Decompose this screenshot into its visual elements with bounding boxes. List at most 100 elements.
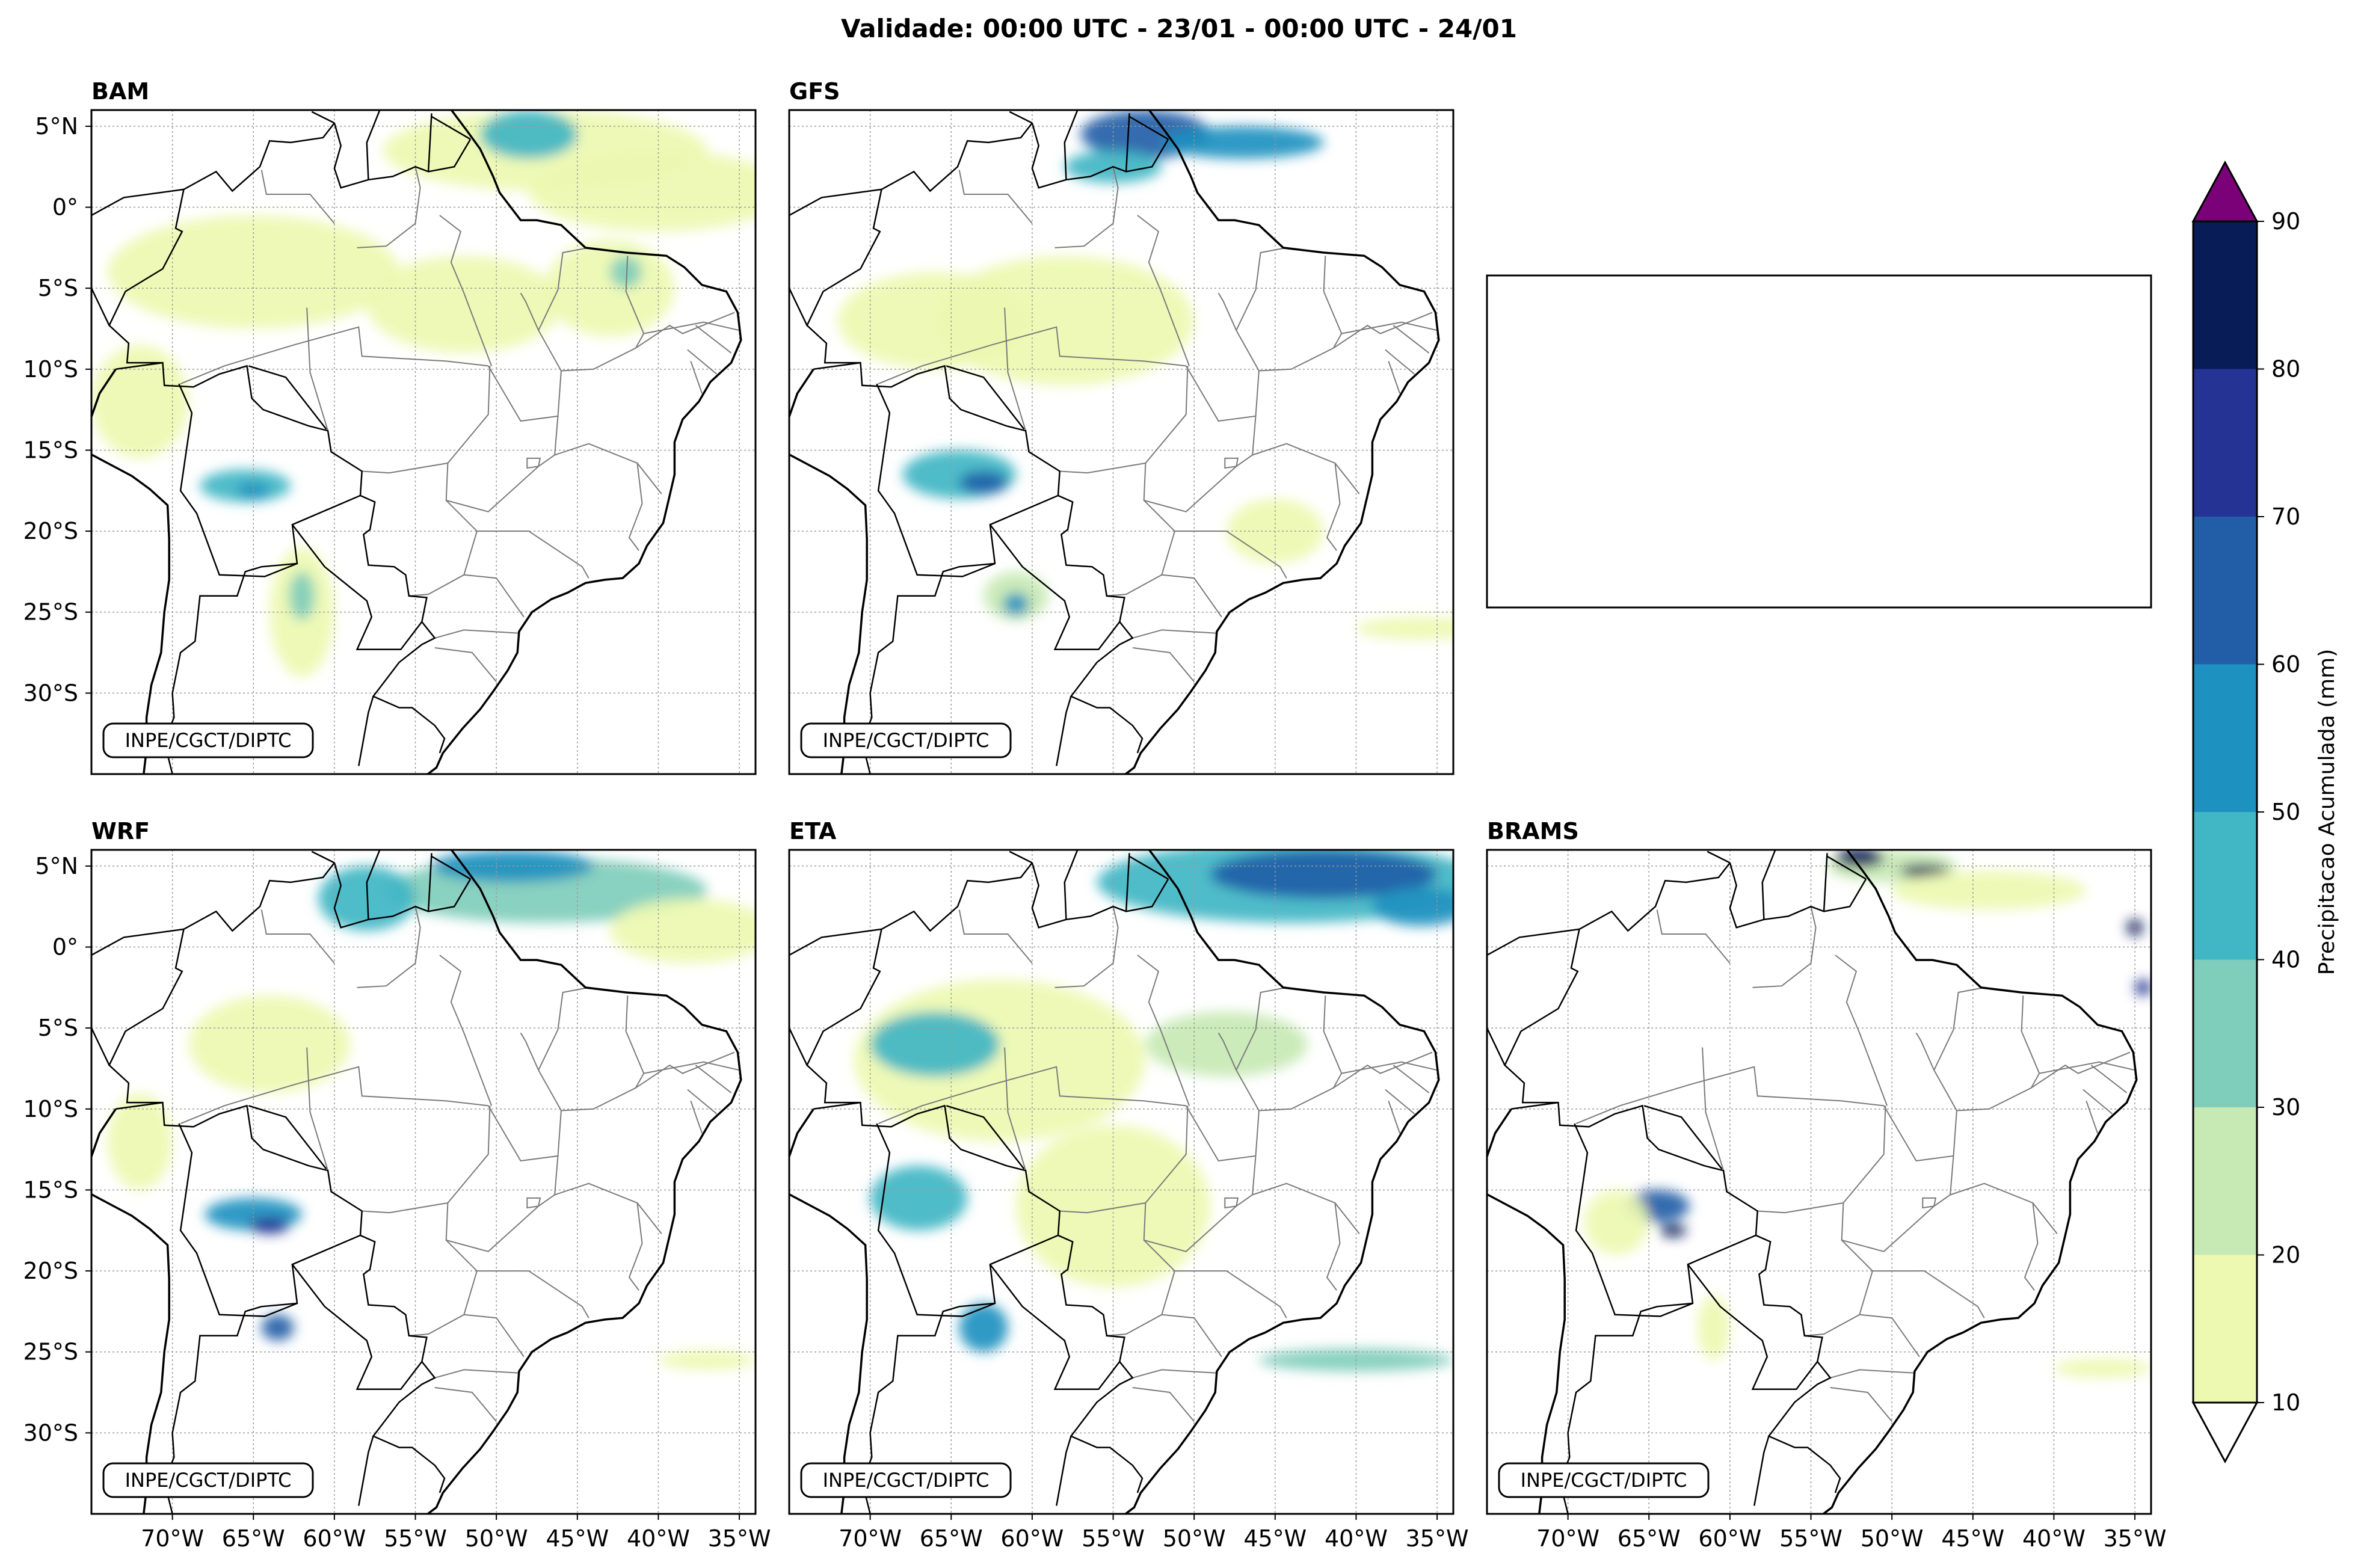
colorbar-tick-label: 50 <box>2271 799 2300 825</box>
lat-tick-label: 10°S <box>23 356 78 383</box>
state-border <box>1388 1101 1401 1134</box>
state-border <box>362 463 448 474</box>
credit-frame <box>800 1462 1012 1498</box>
credit-text: INPE/CGCT/DIPTC <box>823 729 990 752</box>
coastline <box>91 368 170 774</box>
colorbar-bin <box>2193 369 2257 517</box>
state-border <box>1224 457 1239 469</box>
country-border <box>1753 1436 1770 1506</box>
state-border <box>306 307 329 431</box>
colorbar-bin <box>2193 664 2257 812</box>
country-border <box>291 524 423 650</box>
colorbar: 10 20 30 40 50 60 70 80 90 Precipitacao Acumulada… <box>2191 160 2339 1464</box>
credit-box: INPE/CGCT/DIPTC <box>800 722 1012 758</box>
state-border <box>1059 1202 1146 1214</box>
map-area <box>91 110 756 774</box>
state-border <box>1054 166 1119 248</box>
country-border <box>989 1264 1121 1390</box>
lat-tick-label: 10°S <box>23 1096 78 1122</box>
country-border <box>1064 850 1079 920</box>
rain-field <box>854 850 1453 1372</box>
colorbar-tick-label: 90 <box>2271 208 2300 235</box>
state-border <box>958 170 1033 224</box>
lat-tick-label: 5°S <box>38 275 78 301</box>
state-border <box>1143 366 1257 512</box>
panel-brams: BRAMS INPE/CGCT/DIPTC 70°W 65°W 60°W 55°W 50°W… <box>1486 818 2167 1552</box>
country-border <box>1687 1264 1818 1390</box>
rain-cell <box>870 1012 1000 1077</box>
state-border <box>180 1066 488 1125</box>
lon-tick-label: 55°W <box>1779 1525 1842 1552</box>
country-border <box>1031 123 1169 189</box>
country-border <box>1823 853 1828 912</box>
lon-tick-label: 40°W <box>627 1525 690 1552</box>
colorbar-tick-label: 30 <box>2271 1094 2300 1121</box>
state-border <box>180 326 488 385</box>
rain-cell <box>1892 871 2087 910</box>
country-border <box>1056 1436 1072 1506</box>
map-frame <box>1486 849 2152 1515</box>
lat-tick-label: 5°S <box>38 1015 78 1041</box>
state-border <box>1174 530 1287 579</box>
rain-cell <box>261 1314 294 1341</box>
panel-title: BAM <box>91 78 149 105</box>
country-border <box>1511 1101 1559 1110</box>
colorbar-bin <box>2193 812 2257 960</box>
rain-cell <box>1003 592 1029 616</box>
country-border <box>813 1101 861 1110</box>
lon-tick-label: 35°W <box>708 1525 771 1552</box>
lon-tick-label: 65°W <box>1618 1525 1681 1552</box>
state-border <box>362 1202 448 1214</box>
lon-tick-label: 60°W <box>1698 1525 1761 1552</box>
country-border <box>1128 855 1169 880</box>
country-border <box>789 287 808 326</box>
credit-box: INPE/CGCT/DIPTC <box>1498 1462 1710 1498</box>
colorbar-bin <box>2193 959 2257 1107</box>
colorbar-bin <box>2193 1107 2257 1255</box>
state-border <box>1830 1369 1915 1379</box>
lon-tick-label: 60°W <box>303 1525 366 1552</box>
state-border <box>958 909 1033 964</box>
lon-tick-label: 60°W <box>1000 1525 1064 1552</box>
coastline <box>1124 110 1440 774</box>
lon-tick-label: 50°W <box>1163 1525 1226 1552</box>
rain-cell <box>609 898 756 964</box>
state-border <box>1252 1182 1360 1234</box>
state-border <box>1388 361 1401 394</box>
state-border <box>1224 1197 1239 1209</box>
credit-text: INPE/CGCT/DIPTC <box>125 729 292 752</box>
lat-tick-label: 0° <box>52 934 78 961</box>
lat-tick-label: 15°S <box>23 437 78 463</box>
credit-text: INPE/CGCT/DIPTC <box>125 1469 292 1492</box>
coastline <box>789 1108 868 1514</box>
country-border <box>333 862 472 929</box>
state-border <box>1757 1202 1844 1214</box>
country-border <box>431 115 471 140</box>
coastline <box>91 1108 170 1514</box>
colorbar-tick-label: 80 <box>2271 356 2300 383</box>
rain-cell <box>107 1092 173 1190</box>
credit-text: INPE/CGCT/DIPTC <box>1521 1469 1687 1492</box>
rain-cell <box>188 995 351 1093</box>
country-border <box>1125 853 1130 912</box>
state-border <box>357 166 421 248</box>
state-border <box>644 1061 740 1074</box>
state-border <box>2082 1089 2113 1115</box>
map-frame <box>788 849 1455 1515</box>
rain-cell <box>2054 1358 2151 1378</box>
rain-cell <box>1660 1224 1687 1237</box>
state-border <box>1162 1314 1222 1357</box>
lon-tick-label: 40°W <box>2022 1525 2086 1552</box>
country-border <box>311 111 335 124</box>
coastline <box>1487 1108 1566 1514</box>
credit-text: INPE/CGCT/DIPTC <box>823 1469 990 1492</box>
rain-cell <box>289 571 315 621</box>
lon-tick-label: 65°W <box>222 1525 285 1552</box>
rain-cell <box>480 110 577 159</box>
country-border <box>248 365 327 430</box>
panel-empty <box>1486 274 2152 609</box>
state-border <box>260 909 335 964</box>
state-border <box>1702 1047 1725 1171</box>
country-border <box>1009 111 1033 124</box>
country-border <box>358 696 374 766</box>
